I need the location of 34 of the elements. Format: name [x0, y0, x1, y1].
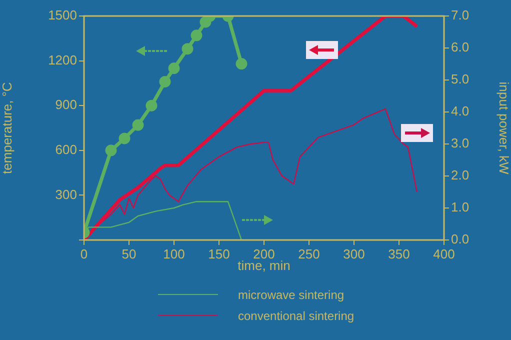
x-tick-label: 350: [388, 246, 410, 262]
x-tick-label: 300: [343, 246, 365, 262]
legend-label: conventional sintering: [238, 308, 354, 322]
y-tick-label: 300: [55, 186, 77, 202]
x-tick-label: 50: [122, 246, 136, 262]
x-tick-label: 400: [433, 246, 455, 262]
y2-tick-label: 1.0: [451, 200, 470, 215]
point: [182, 43, 194, 55]
legend-label: microwave sintering: [238, 288, 344, 302]
point: [236, 58, 248, 70]
y2-tick-label: 7.0: [451, 8, 470, 23]
point: [146, 100, 158, 112]
x-tick-label: 100: [163, 246, 185, 262]
y-tick-label: 900: [55, 97, 77, 112]
y-tick-label: 1500: [48, 8, 77, 23]
x-tick-label: 150: [208, 246, 230, 262]
x-tick-label: 250: [298, 246, 320, 262]
point: [132, 119, 144, 131]
point: [159, 76, 171, 88]
y2-axis-title: input power, kW: [496, 82, 511, 175]
y2-tick-label: 4.0: [451, 104, 470, 119]
x-tick-label: 0: [80, 246, 88, 262]
y2-tick-label: 5.0: [451, 72, 470, 87]
y2-tick-label: 0.0: [451, 232, 470, 247]
point: [190, 30, 202, 42]
point: [118, 132, 130, 144]
y2-tick-label: 6.0: [451, 40, 470, 55]
y2-tick-label: 3.0: [451, 136, 470, 151]
y-axis-title: temperature, °C: [0, 82, 14, 174]
y-tick-label: 600: [55, 142, 77, 157]
y2-tick-label: 2.0: [451, 168, 470, 183]
point: [105, 144, 117, 156]
y-tick-label: 1200: [48, 52, 77, 68]
point: [168, 62, 180, 74]
